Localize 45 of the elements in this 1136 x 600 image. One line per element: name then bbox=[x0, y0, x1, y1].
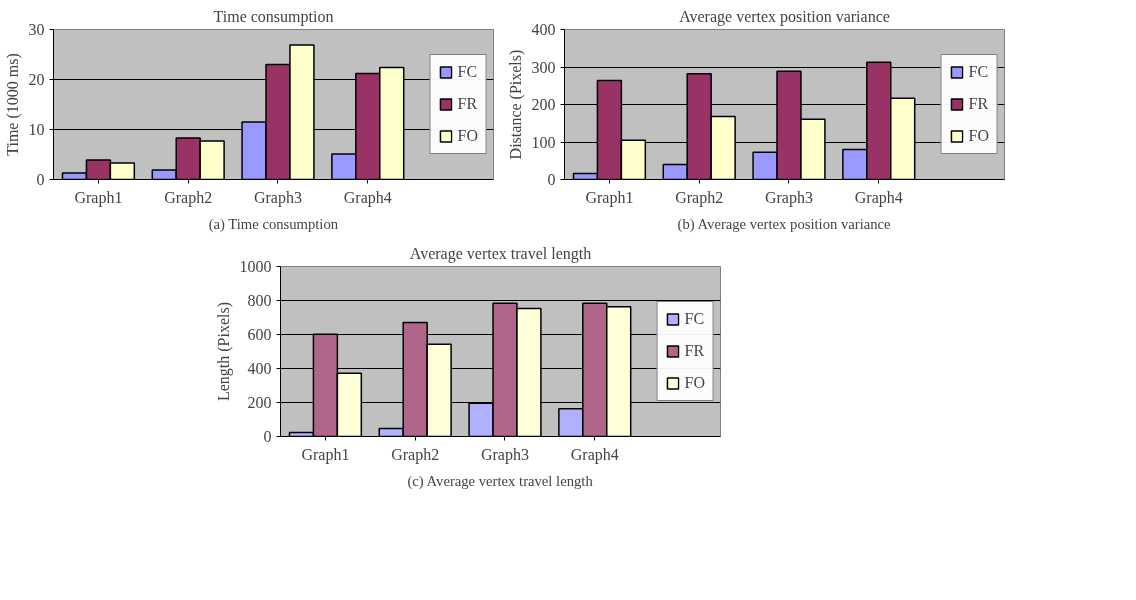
text: (c) Average vertex travel length bbox=[407, 472, 594, 490]
x-tick-label: Graph4 bbox=[854, 188, 903, 207]
legend-label: FR bbox=[968, 95, 989, 113]
y-axis-title: Length (Pixels) bbox=[214, 301, 233, 402]
y-tick-label: 200 bbox=[247, 394, 272, 411]
x-tick-label: Graph1 bbox=[301, 445, 350, 464]
y-tick-label: 300 bbox=[531, 58, 556, 76]
y-axis-title: Distance (Pixels) bbox=[506, 49, 525, 160]
y-tick-label: 400 bbox=[531, 21, 556, 38]
legend-label: FR bbox=[684, 342, 705, 360]
y-axis-title: Time (1000 ms) bbox=[3, 53, 22, 156]
x-tick-label: Graph4 bbox=[343, 188, 392, 207]
chart-title: Time consumption bbox=[213, 7, 334, 26]
y-tick-label: 400 bbox=[247, 360, 272, 377]
text: (b) Average vertex position variance bbox=[677, 215, 891, 233]
x-tick-label: Graph1 bbox=[74, 188, 123, 207]
legend-label: FR bbox=[457, 95, 478, 113]
y-tick-label: 0 bbox=[263, 428, 272, 445]
legend-label: FC bbox=[457, 63, 478, 81]
legend-label: FC bbox=[684, 310, 705, 328]
y-tick-label: 20 bbox=[28, 71, 45, 88]
legend-label: FO bbox=[457, 127, 478, 145]
text: (a) Time consumption bbox=[208, 215, 339, 233]
y-tick-label: 600 bbox=[247, 326, 272, 343]
y-tick-label: 800 bbox=[247, 292, 272, 309]
y-tick-label: 0 bbox=[547, 171, 556, 188]
y-tick-label: 30 bbox=[28, 21, 45, 38]
y-tick-label: 100 bbox=[531, 133, 556, 151]
x-tick-label: Graph2 bbox=[391, 445, 440, 464]
y-tick-label: 1000 bbox=[239, 258, 272, 275]
x-tick-label: Graph2 bbox=[164, 188, 213, 207]
legend-label: FO bbox=[968, 127, 989, 145]
legend-label: FO bbox=[684, 374, 705, 392]
chart-title: Average vertex travel length bbox=[409, 244, 592, 263]
x-tick-label: Graph3 bbox=[765, 188, 813, 207]
y-tick-label: 10 bbox=[28, 121, 45, 138]
x-tick-label: Graph3 bbox=[481, 445, 529, 464]
chart-title: Average vertex position variance bbox=[679, 7, 890, 26]
x-tick-label: Graph4 bbox=[570, 445, 619, 464]
x-tick-label: Graph2 bbox=[675, 188, 724, 207]
y-tick-label: 0 bbox=[36, 171, 45, 188]
x-tick-label: Graph3 bbox=[254, 188, 302, 207]
legend-label: FC bbox=[968, 63, 989, 81]
y-tick-label: 200 bbox=[531, 96, 556, 113]
x-tick-label: Graph1 bbox=[585, 188, 634, 207]
